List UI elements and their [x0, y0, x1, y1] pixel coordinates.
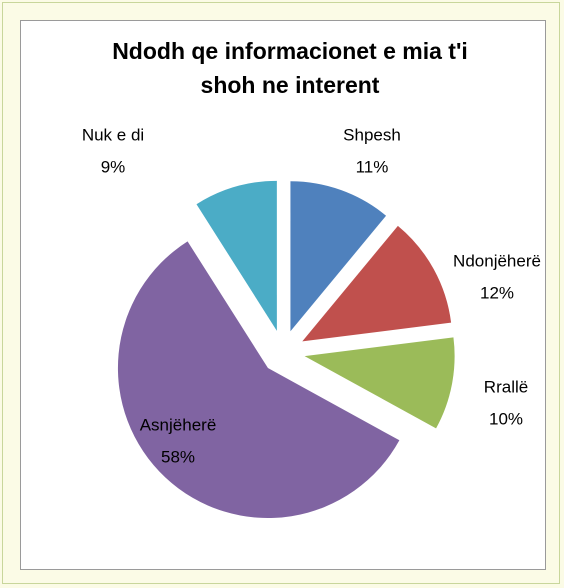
frame: [2, 2, 560, 584]
slice-value-label: 58%: [161, 447, 195, 466]
slice-label: Shpesh: [343, 125, 401, 144]
pie-slice: [302, 225, 452, 342]
slice-value-label: 10%: [489, 409, 523, 428]
slice-label: Ndonjëherë: [453, 251, 541, 270]
slice-value-label: 12%: [480, 283, 514, 302]
pie-slice: [117, 241, 400, 519]
slice-label: Rrallë: [484, 377, 528, 396]
slice-label: Nuk e di: [82, 125, 144, 144]
slice-value-label: 11%: [356, 157, 389, 176]
chart-title: Ndodh qe informacionet e mia t'i shoh ne…: [112, 38, 468, 98]
slice-value-label: 9%: [101, 157, 126, 176]
pie-slice: [196, 180, 277, 331]
pie-slice: [290, 181, 387, 332]
pie-slice: [304, 337, 455, 429]
slice-label: Asnjëherë: [140, 415, 217, 434]
